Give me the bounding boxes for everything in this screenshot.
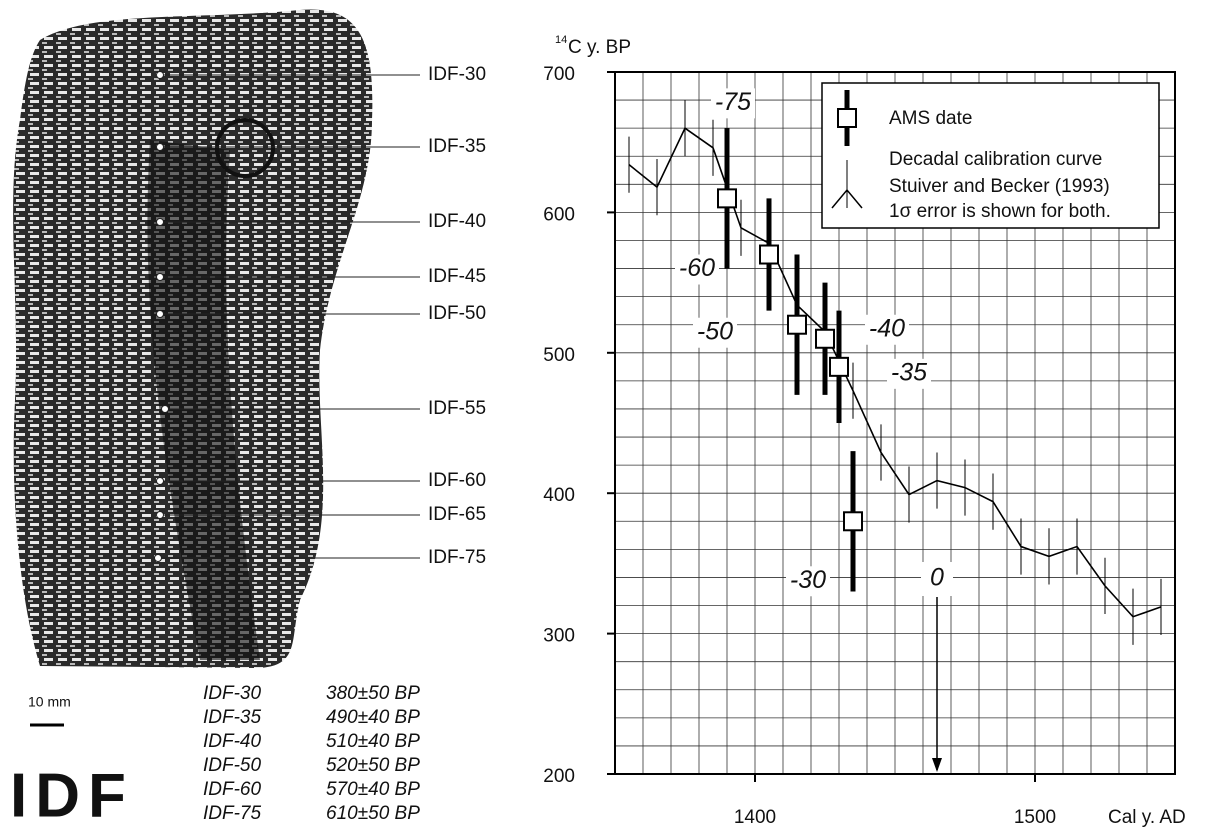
sample-dot	[162, 406, 169, 413]
table-cell: 570±40 BP	[326, 779, 420, 800]
figure: IDF-30IDF-35IDF-40IDF-45IDF-50IDF-55IDF-…	[0, 0, 1215, 839]
ams-marker	[816, 330, 834, 348]
sample-label: IDF-35	[428, 136, 486, 157]
ams-marker	[844, 512, 862, 530]
table-cell: IDF-35	[203, 707, 262, 728]
ams-marker	[788, 316, 806, 334]
table-cell: IDF-40	[203, 731, 262, 752]
ring-label: -75	[715, 88, 751, 116]
table-cell: 490±40 BP	[326, 707, 420, 728]
sample-dot	[157, 219, 164, 226]
sample-code: IDF	[10, 761, 134, 830]
ring-label: -50	[697, 317, 733, 345]
table-cell: 510±40 BP	[326, 731, 420, 752]
scale-bar-label: 10 mm	[28, 694, 71, 710]
sample-label: IDF-65	[428, 504, 486, 525]
y-tick-label: 700	[543, 64, 575, 85]
annotation: 0	[930, 564, 944, 592]
sample-dot	[157, 72, 164, 79]
sample-dot	[157, 311, 164, 318]
dates-table: IDF-30 380±50 BP IDF-35 490±40 BP IDF-40 510±…	[203, 683, 420, 824]
sample-dot	[157, 478, 164, 485]
ams-marker	[718, 189, 736, 207]
sample-dot	[157, 274, 164, 281]
legend-ams-marker	[838, 109, 856, 127]
y-tick-label: 300	[543, 626, 575, 647]
ams-marker	[830, 358, 848, 376]
sample-label: IDF-45	[428, 266, 486, 287]
ams-marker	[760, 246, 778, 264]
table-cell: IDF-60	[203, 779, 262, 800]
sample-dot	[157, 144, 164, 151]
table-cell: 380±50 BP	[326, 683, 420, 704]
table-cell: IDF-75	[203, 803, 262, 824]
y-tick-label: 500	[543, 345, 575, 366]
sample-label: IDF-50	[428, 303, 486, 324]
legend-label: Decadal calibration curve	[889, 149, 1102, 170]
arrow-head	[932, 758, 942, 772]
specimen-photo	[13, 10, 372, 668]
sample-dot	[157, 512, 164, 519]
x-tick-label: 1500	[1014, 807, 1056, 828]
legend-label: AMS date	[889, 108, 972, 129]
legend-note: Stuiver and Becker (1993)	[889, 176, 1110, 197]
table-cell: 520±50 BP	[326, 755, 420, 776]
table-cell: 610±50 BP	[326, 803, 420, 824]
sample-label: IDF-40	[428, 211, 486, 232]
table-cell: IDF-30	[203, 683, 262, 704]
page: IDF-30IDF-35IDF-40IDF-45IDF-50IDF-55IDF-…	[0, 0, 1215, 839]
y-axis-label-sup: 14	[555, 34, 567, 46]
legend-note: 1σ error is shown for both.	[889, 201, 1111, 222]
ring-label: -30	[790, 566, 826, 594]
sample-dot	[155, 555, 162, 562]
x-axis-label: Cal y. AD	[1108, 807, 1186, 828]
table-cell: IDF-50	[203, 755, 262, 776]
sample-label: IDF-60	[428, 470, 486, 491]
y-tick-label: 600	[543, 204, 575, 225]
x-tick-label: 1400	[734, 807, 776, 828]
ring-label: -60	[679, 254, 715, 282]
y-tick-label: 200	[543, 766, 575, 787]
ring-label: -35	[891, 358, 927, 386]
sample-label: IDF-55	[428, 398, 486, 419]
y-axis-label: C y. BP	[568, 37, 631, 58]
sample-label: IDF-75	[428, 547, 486, 568]
y-tick-label: 400	[543, 485, 575, 506]
sample-label: IDF-30	[428, 64, 486, 85]
ring-label: -40	[869, 314, 905, 342]
